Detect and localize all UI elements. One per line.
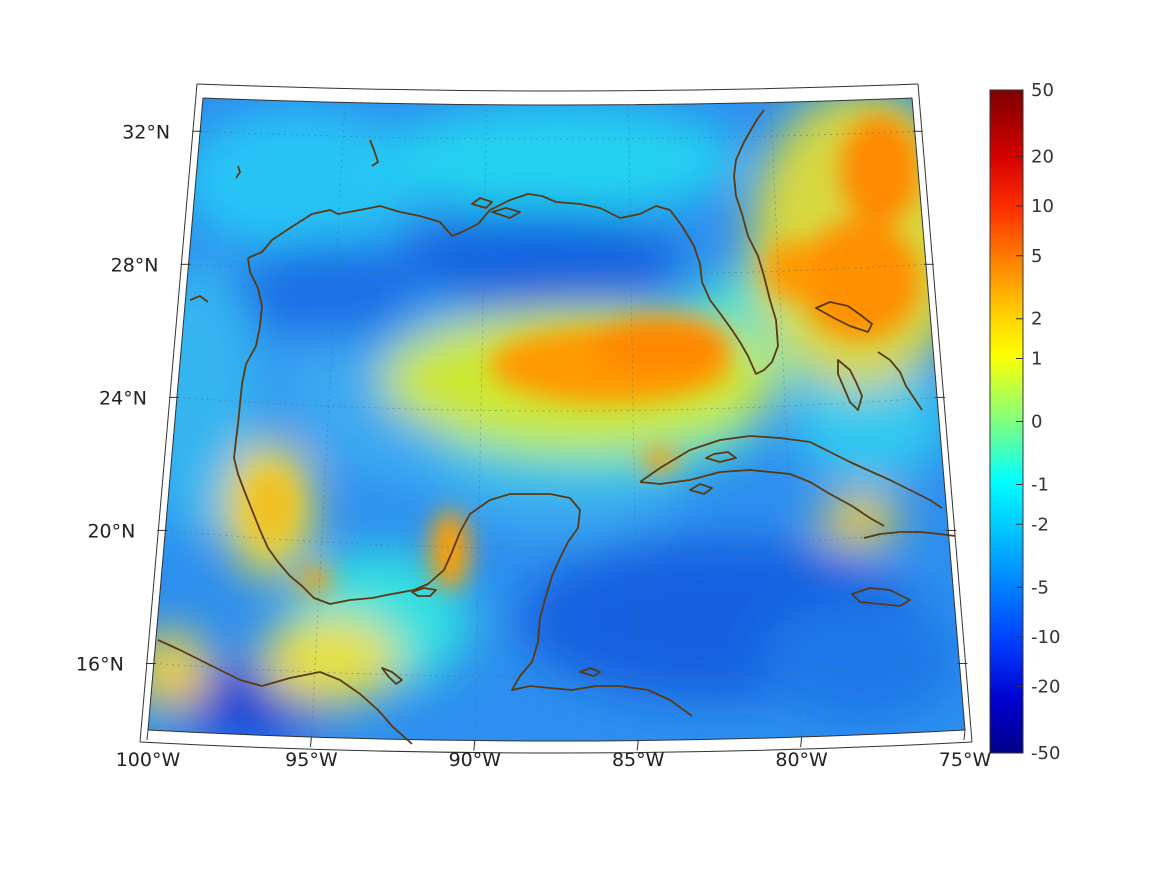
longitude-tick-mark [963,729,966,741]
latitude-tick-label: 32°N [122,121,170,143]
latitude-gridline [153,663,960,678]
latitude-tick-label: 28°N [111,254,159,276]
colorbar-tick-label: -5 [1031,577,1049,598]
colorbar-tick-label: -50 [1031,743,1060,764]
coastlines [157,109,956,745]
latitude-tick-label: 20°N [87,520,135,542]
longitude-gridline [474,104,487,741]
colorbar-tick-label: -20 [1031,677,1060,698]
colorbar-tick-label: 5 [1031,246,1042,267]
longitude-gridline [311,102,346,738]
longitude-gridline [769,102,802,738]
colorbar-tick-label: 0 [1031,412,1042,433]
colorbar-tick-label: -1 [1031,474,1049,495]
latitude-tick-label: 24°N [99,387,147,409]
longitude-gridline [628,104,639,741]
longitude-tick-mark [473,740,476,751]
axis-ticks: 100°W 95°W 90°W 85°W 80°W 75°W 32°N 28°N 24°N 20°… [76,121,992,771]
longitude-tick-label: 80°W [775,749,828,771]
longitude-tick-mark [309,736,312,748]
map-frame [139,83,973,754]
latitude-gridline [176,397,938,412]
colorbar-tick-label: -2 [1031,514,1049,535]
colorbar-tick-label: 50 [1031,80,1054,101]
colorbar-tick-label: 10 [1031,196,1054,217]
data-field [148,98,965,741]
longitude-tick-mark [636,740,639,751]
colorbar-tick-label: 2 [1031,309,1042,330]
longitude-tick-label: 85°W [612,749,665,771]
longitude-tick-mark [800,736,803,748]
latitude-gridline [165,530,949,549]
colorbar-tick-label: -10 [1031,627,1060,648]
longitude-tick-label: 75°W [939,749,992,771]
longitude-tick-label: 90°W [449,749,502,771]
latitude-gridline [200,130,915,140]
latitude-tick-label: 16°N [76,653,124,675]
longitude-tick-label: 95°W [285,749,338,771]
colorbar-tick-label: 1 [1031,349,1042,370]
longitude-tick-mark [146,729,149,741]
colorbar-tick-label: 20 [1031,146,1054,167]
longitude-tick-label: 100°W [116,749,181,771]
